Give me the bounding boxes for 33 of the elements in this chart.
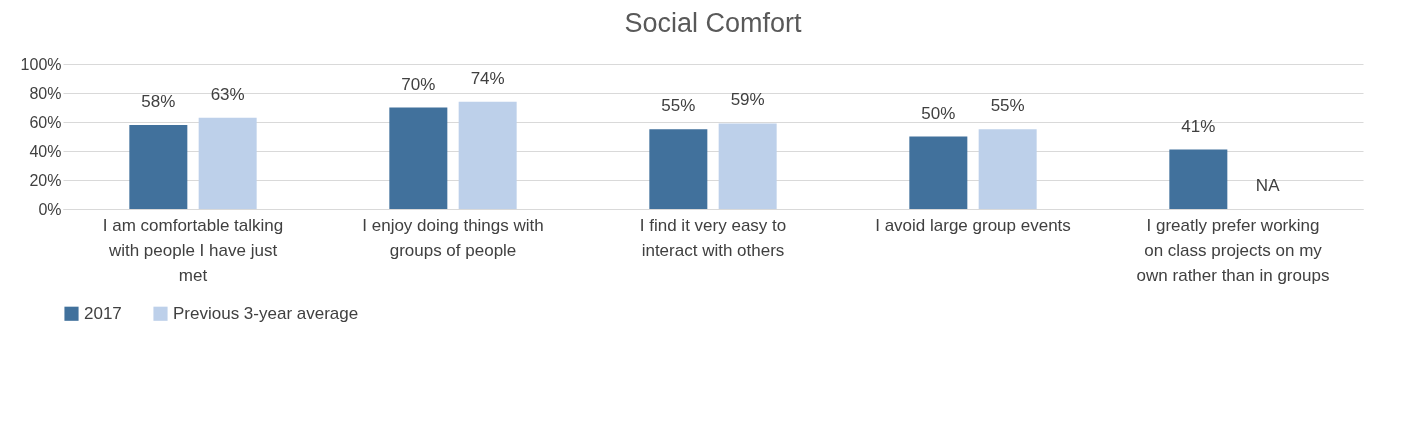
data-label: 55% <box>661 96 696 116</box>
legend-label: Previous 3-year average <box>173 303 359 323</box>
x-tick-label: I enjoy doing things with groups of people <box>362 215 544 260</box>
bar <box>1169 149 1228 209</box>
x-tick-label: I am comfortable talking with people I have just met <box>102 215 284 285</box>
bar <box>389 107 448 209</box>
data-label: 55% <box>990 96 1025 116</box>
data-label: 74% <box>470 68 505 88</box>
y-tick-label: 40% <box>29 142 62 160</box>
data-label: 63% <box>210 84 245 104</box>
x-tick-label: I find it very easy to interact with others <box>639 215 787 260</box>
bar <box>649 129 708 209</box>
y-tick-label: 20% <box>29 171 62 189</box>
data-label: 41% <box>1181 116 1216 136</box>
x-tick-label: I avoid large group events <box>875 215 1071 235</box>
data-label: 58% <box>141 91 176 111</box>
data-label: 50% <box>921 103 956 123</box>
y-tick-label: 100% <box>20 55 62 73</box>
legend-label: 2017 <box>84 303 122 323</box>
data-label: 59% <box>730 90 765 110</box>
x-tick-label: I greatly prefer working on class projects on my own rather than in groups <box>1136 215 1330 285</box>
bar <box>718 123 777 209</box>
y-tick-label: 80% <box>29 84 62 102</box>
bar <box>909 136 968 209</box>
bar <box>198 117 257 209</box>
data-label: 70% <box>401 74 436 94</box>
text: NA <box>1255 176 1280 195</box>
bar <box>978 129 1037 209</box>
bar <box>129 124 188 209</box>
y-tick-label: 0% <box>38 200 62 218</box>
chart-title: Social Comfort <box>624 8 803 38</box>
y-tick-label: 60% <box>29 113 62 131</box>
bar <box>458 101 517 209</box>
